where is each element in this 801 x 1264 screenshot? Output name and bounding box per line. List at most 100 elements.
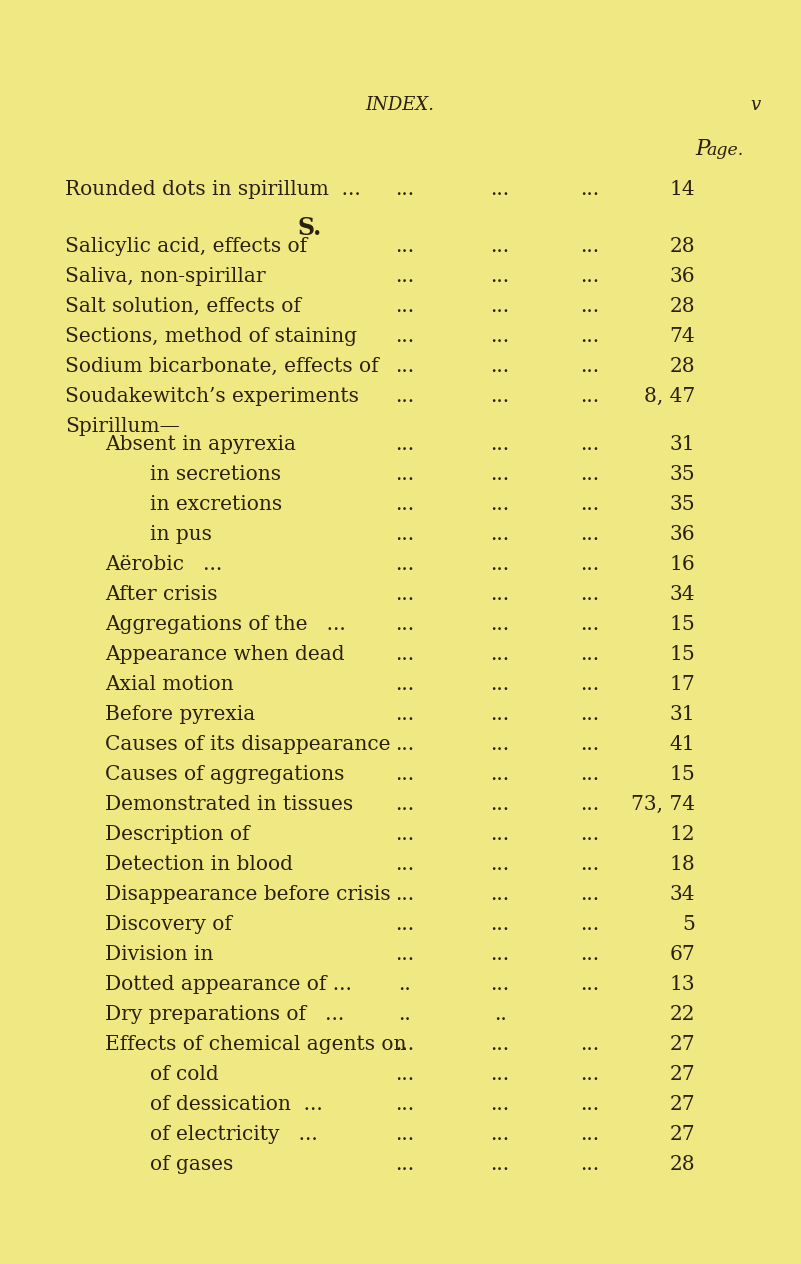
Text: After crisis: After crisis [105, 585, 218, 604]
Text: ...: ... [396, 645, 415, 664]
Text: 22: 22 [670, 1005, 695, 1024]
Text: ...: ... [396, 854, 415, 873]
Text: ...: ... [490, 616, 509, 635]
Text: ...: ... [581, 555, 600, 574]
Text: ...: ... [581, 387, 600, 406]
Text: ...: ... [581, 267, 600, 286]
Text: ...: ... [396, 1155, 415, 1174]
Text: ...: ... [396, 734, 415, 755]
Text: Discovery of: Discovery of [105, 915, 231, 934]
Text: ...: ... [581, 297, 600, 316]
Text: ...: ... [396, 525, 415, 544]
Text: ...: ... [396, 915, 415, 934]
Text: ...: ... [581, 885, 600, 904]
Text: ...: ... [581, 765, 600, 784]
Text: ...: ... [490, 585, 509, 604]
Text: 8, 47: 8, 47 [644, 387, 695, 406]
Text: 5: 5 [682, 915, 695, 934]
Text: Rounded dots in spirillum  ...: Rounded dots in spirillum ... [65, 179, 360, 198]
Text: Causes of aggregations: Causes of aggregations [105, 765, 344, 784]
Text: Soudakewitch’s experiments: Soudakewitch’s experiments [65, 387, 359, 406]
Text: Aërobic   ...: Aërobic ... [105, 555, 222, 574]
Text: 31: 31 [670, 435, 695, 454]
Text: 41: 41 [670, 734, 695, 755]
Text: Effects of chemical agents on: Effects of chemical agents on [105, 1035, 406, 1054]
Text: ...: ... [396, 1095, 415, 1114]
Text: in pus: in pus [150, 525, 212, 544]
Text: ...: ... [490, 765, 509, 784]
Text: ...: ... [490, 795, 509, 814]
Text: 28: 28 [670, 238, 695, 257]
Text: of dessication  ...: of dessication ... [150, 1095, 323, 1114]
Text: ...: ... [396, 945, 415, 964]
Text: ...: ... [490, 825, 509, 844]
Text: ...: ... [396, 765, 415, 784]
Text: ...: ... [490, 885, 509, 904]
Text: Causes of its disappearance: Causes of its disappearance [105, 734, 391, 755]
Text: ...: ... [490, 675, 509, 694]
Text: ...: ... [490, 297, 509, 316]
Text: Spirillum—: Spirillum— [65, 417, 179, 436]
Text: S.: S. [298, 216, 322, 240]
Text: ...: ... [490, 975, 509, 994]
Text: 13: 13 [670, 975, 695, 994]
Text: in excretions: in excretions [150, 495, 282, 514]
Text: Aggregations of the   ...: Aggregations of the ... [105, 616, 346, 635]
Text: ...: ... [490, 1155, 509, 1174]
Text: ...: ... [581, 585, 600, 604]
Text: INDEX.: INDEX. [365, 96, 434, 114]
Text: 28: 28 [670, 356, 695, 375]
Text: Axial motion: Axial motion [105, 675, 234, 694]
Text: ...: ... [396, 1125, 415, 1144]
Text: ...: ... [581, 945, 600, 964]
Text: 27: 27 [670, 1035, 695, 1054]
Text: ...: ... [490, 1066, 509, 1085]
Text: 27: 27 [670, 1125, 695, 1144]
Text: 36: 36 [670, 525, 695, 544]
Text: ...: ... [581, 495, 600, 514]
Text: Sodium bicarbonate, effects of: Sodium bicarbonate, effects of [65, 356, 379, 375]
Text: ...: ... [581, 734, 600, 755]
Text: ...: ... [396, 675, 415, 694]
Text: Sections, method of staining: Sections, method of staining [65, 327, 357, 346]
Text: of cold: of cold [150, 1066, 219, 1085]
Text: ...: ... [396, 435, 415, 454]
Text: ...: ... [581, 975, 600, 994]
Text: Disappearance before crisis: Disappearance before crisis [105, 885, 391, 904]
Text: ...: ... [581, 525, 600, 544]
Text: 17: 17 [670, 675, 695, 694]
Text: 15: 15 [670, 616, 695, 635]
Text: ...: ... [396, 616, 415, 635]
Text: ...: ... [581, 854, 600, 873]
Text: 34: 34 [670, 885, 695, 904]
Text: ...: ... [581, 1125, 600, 1144]
Text: ...: ... [581, 1155, 600, 1174]
Text: 14: 14 [670, 179, 695, 198]
Text: 35: 35 [670, 465, 695, 484]
Text: 31: 31 [670, 705, 695, 724]
Text: 73, 74: 73, 74 [631, 795, 695, 814]
Text: of gases: of gases [150, 1155, 233, 1174]
Text: 16: 16 [670, 555, 695, 574]
Text: ...: ... [396, 495, 415, 514]
Text: ...: ... [581, 795, 600, 814]
Text: ...: ... [490, 465, 509, 484]
Text: Dotted appearance of ...: Dotted appearance of ... [105, 975, 352, 994]
Text: Absent in apyrexia: Absent in apyrexia [105, 435, 296, 454]
Text: P: P [695, 138, 710, 161]
Text: ...: ... [581, 645, 600, 664]
Text: 15: 15 [670, 645, 695, 664]
Text: ..: .. [493, 1005, 506, 1024]
Text: 36: 36 [670, 267, 695, 286]
Text: ...: ... [490, 705, 509, 724]
Text: ...: ... [396, 267, 415, 286]
Text: ...: ... [490, 734, 509, 755]
Text: age.: age. [706, 142, 743, 159]
Text: Appearance when dead: Appearance when dead [105, 645, 344, 664]
Text: Division in: Division in [105, 945, 213, 964]
Text: ...: ... [581, 327, 600, 346]
Text: ...: ... [581, 179, 600, 198]
Text: 35: 35 [670, 495, 695, 514]
Text: Description of: Description of [105, 825, 249, 844]
Text: 18: 18 [670, 854, 695, 873]
